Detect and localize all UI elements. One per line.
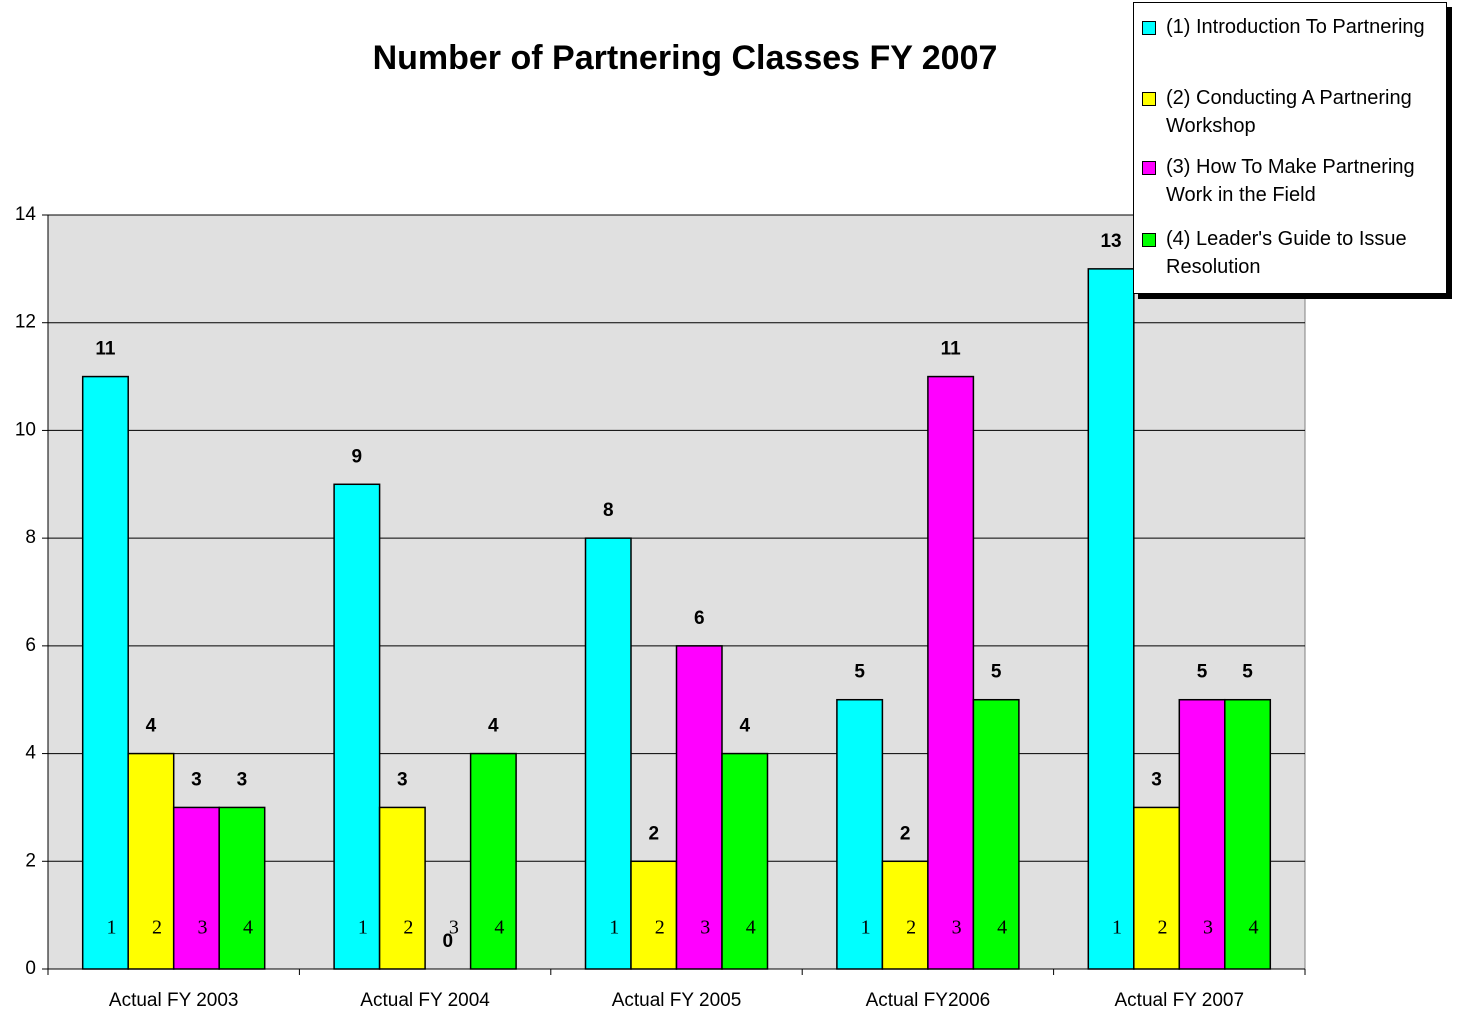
bar	[81, 375, 129, 970]
y-tick-label: 12	[15, 312, 36, 333]
x-tick-label: Actual FY 2007	[1115, 990, 1245, 1011]
value-label: 11	[941, 339, 962, 360]
legend-label: (1) Introduction To Partnering	[1166, 16, 1425, 38]
bar	[630, 860, 678, 970]
value-label: 5	[991, 662, 1002, 683]
bar	[721, 752, 769, 970]
bar-label: 3	[197, 917, 207, 939]
bar	[1178, 698, 1226, 970]
value-label: 8	[603, 500, 614, 521]
bar-label: 1	[861, 917, 871, 939]
legend-label: (4) Leader's Guide to Issue Resolution	[1166, 228, 1407, 278]
value-label: 3	[191, 769, 202, 790]
y-tick-label: 2	[25, 850, 36, 871]
value-label: 4	[739, 716, 750, 737]
x-tick-label: Actual FY 2003	[109, 990, 239, 1011]
x-tick-label: Actual FY 2004	[360, 990, 490, 1011]
value-label: 4	[488, 716, 499, 737]
bar-label: 4	[1249, 917, 1259, 939]
y-tick-label: 4	[25, 743, 36, 764]
value-label: 5	[854, 662, 865, 683]
legend: (1) Introduction To Partnering (2) Conduc…	[1133, 2, 1447, 294]
legend-swatch	[1142, 161, 1156, 175]
bar-label: 2	[655, 917, 665, 939]
bar-label: 3	[700, 917, 710, 939]
bar	[378, 806, 426, 970]
value-label: 3	[397, 769, 408, 790]
legend-swatch	[1142, 92, 1156, 106]
value-label: 5	[1197, 662, 1208, 683]
x-tick-label: Actual FY2006	[866, 990, 991, 1011]
bar	[218, 806, 266, 970]
bar	[881, 860, 929, 970]
value-label: 3	[237, 769, 248, 790]
bar	[972, 698, 1020, 970]
value-label: 0	[443, 931, 454, 952]
bar-label: 1	[106, 917, 116, 939]
value-label: 11	[95, 339, 116, 360]
x-tick-label: Actual FY 2005	[612, 990, 742, 1011]
value-label: 2	[648, 823, 659, 844]
bar-label: 3	[952, 917, 962, 939]
bar-label: 1	[358, 917, 368, 939]
value-label: 6	[694, 608, 705, 629]
bar	[1133, 806, 1181, 970]
bar-label: 2	[906, 917, 916, 939]
value-label: 2	[900, 823, 911, 844]
value-label: 5	[1242, 662, 1253, 683]
legend-label: (3) How To Make Partnering Work in the F…	[1166, 156, 1415, 206]
bar-label: 2	[403, 917, 413, 939]
bar	[1224, 698, 1272, 970]
bar	[1087, 268, 1135, 970]
y-tick-label: 10	[15, 419, 36, 440]
bar	[172, 806, 220, 970]
y-tick-label: 14	[15, 204, 37, 225]
bar-label: 4	[494, 917, 504, 939]
bar	[469, 752, 517, 970]
y-tick-label: 6	[25, 635, 36, 656]
y-tick-label: 8	[25, 527, 36, 548]
bar	[127, 752, 175, 970]
value-label: 3	[1151, 769, 1162, 790]
bar-label: 2	[152, 917, 162, 939]
bar-label: 4	[243, 917, 253, 939]
value-label: 9	[352, 446, 363, 467]
bar-label: 1	[1112, 917, 1122, 939]
bar-label: 1	[609, 917, 619, 939]
bar	[675, 645, 723, 970]
bar-label: 4	[997, 917, 1007, 939]
bar-label: 4	[746, 917, 756, 939]
bar-label: 3	[449, 917, 459, 939]
legend-swatch	[1142, 233, 1156, 247]
bar	[333, 483, 381, 970]
legend-swatch	[1142, 21, 1156, 35]
chart-title: Number of Partnering Classes FY 2007	[373, 39, 998, 77]
bar	[927, 375, 975, 970]
value-label: 4	[146, 716, 157, 737]
bar	[836, 698, 884, 970]
bar	[584, 537, 632, 970]
y-tick-label: 0	[25, 958, 36, 979]
value-label: 13	[1100, 231, 1121, 252]
legend-label: (2) Conducting A Partnering Workshop	[1166, 87, 1412, 137]
bar-label: 3	[1203, 917, 1213, 939]
bar-label: 2	[1158, 917, 1168, 939]
